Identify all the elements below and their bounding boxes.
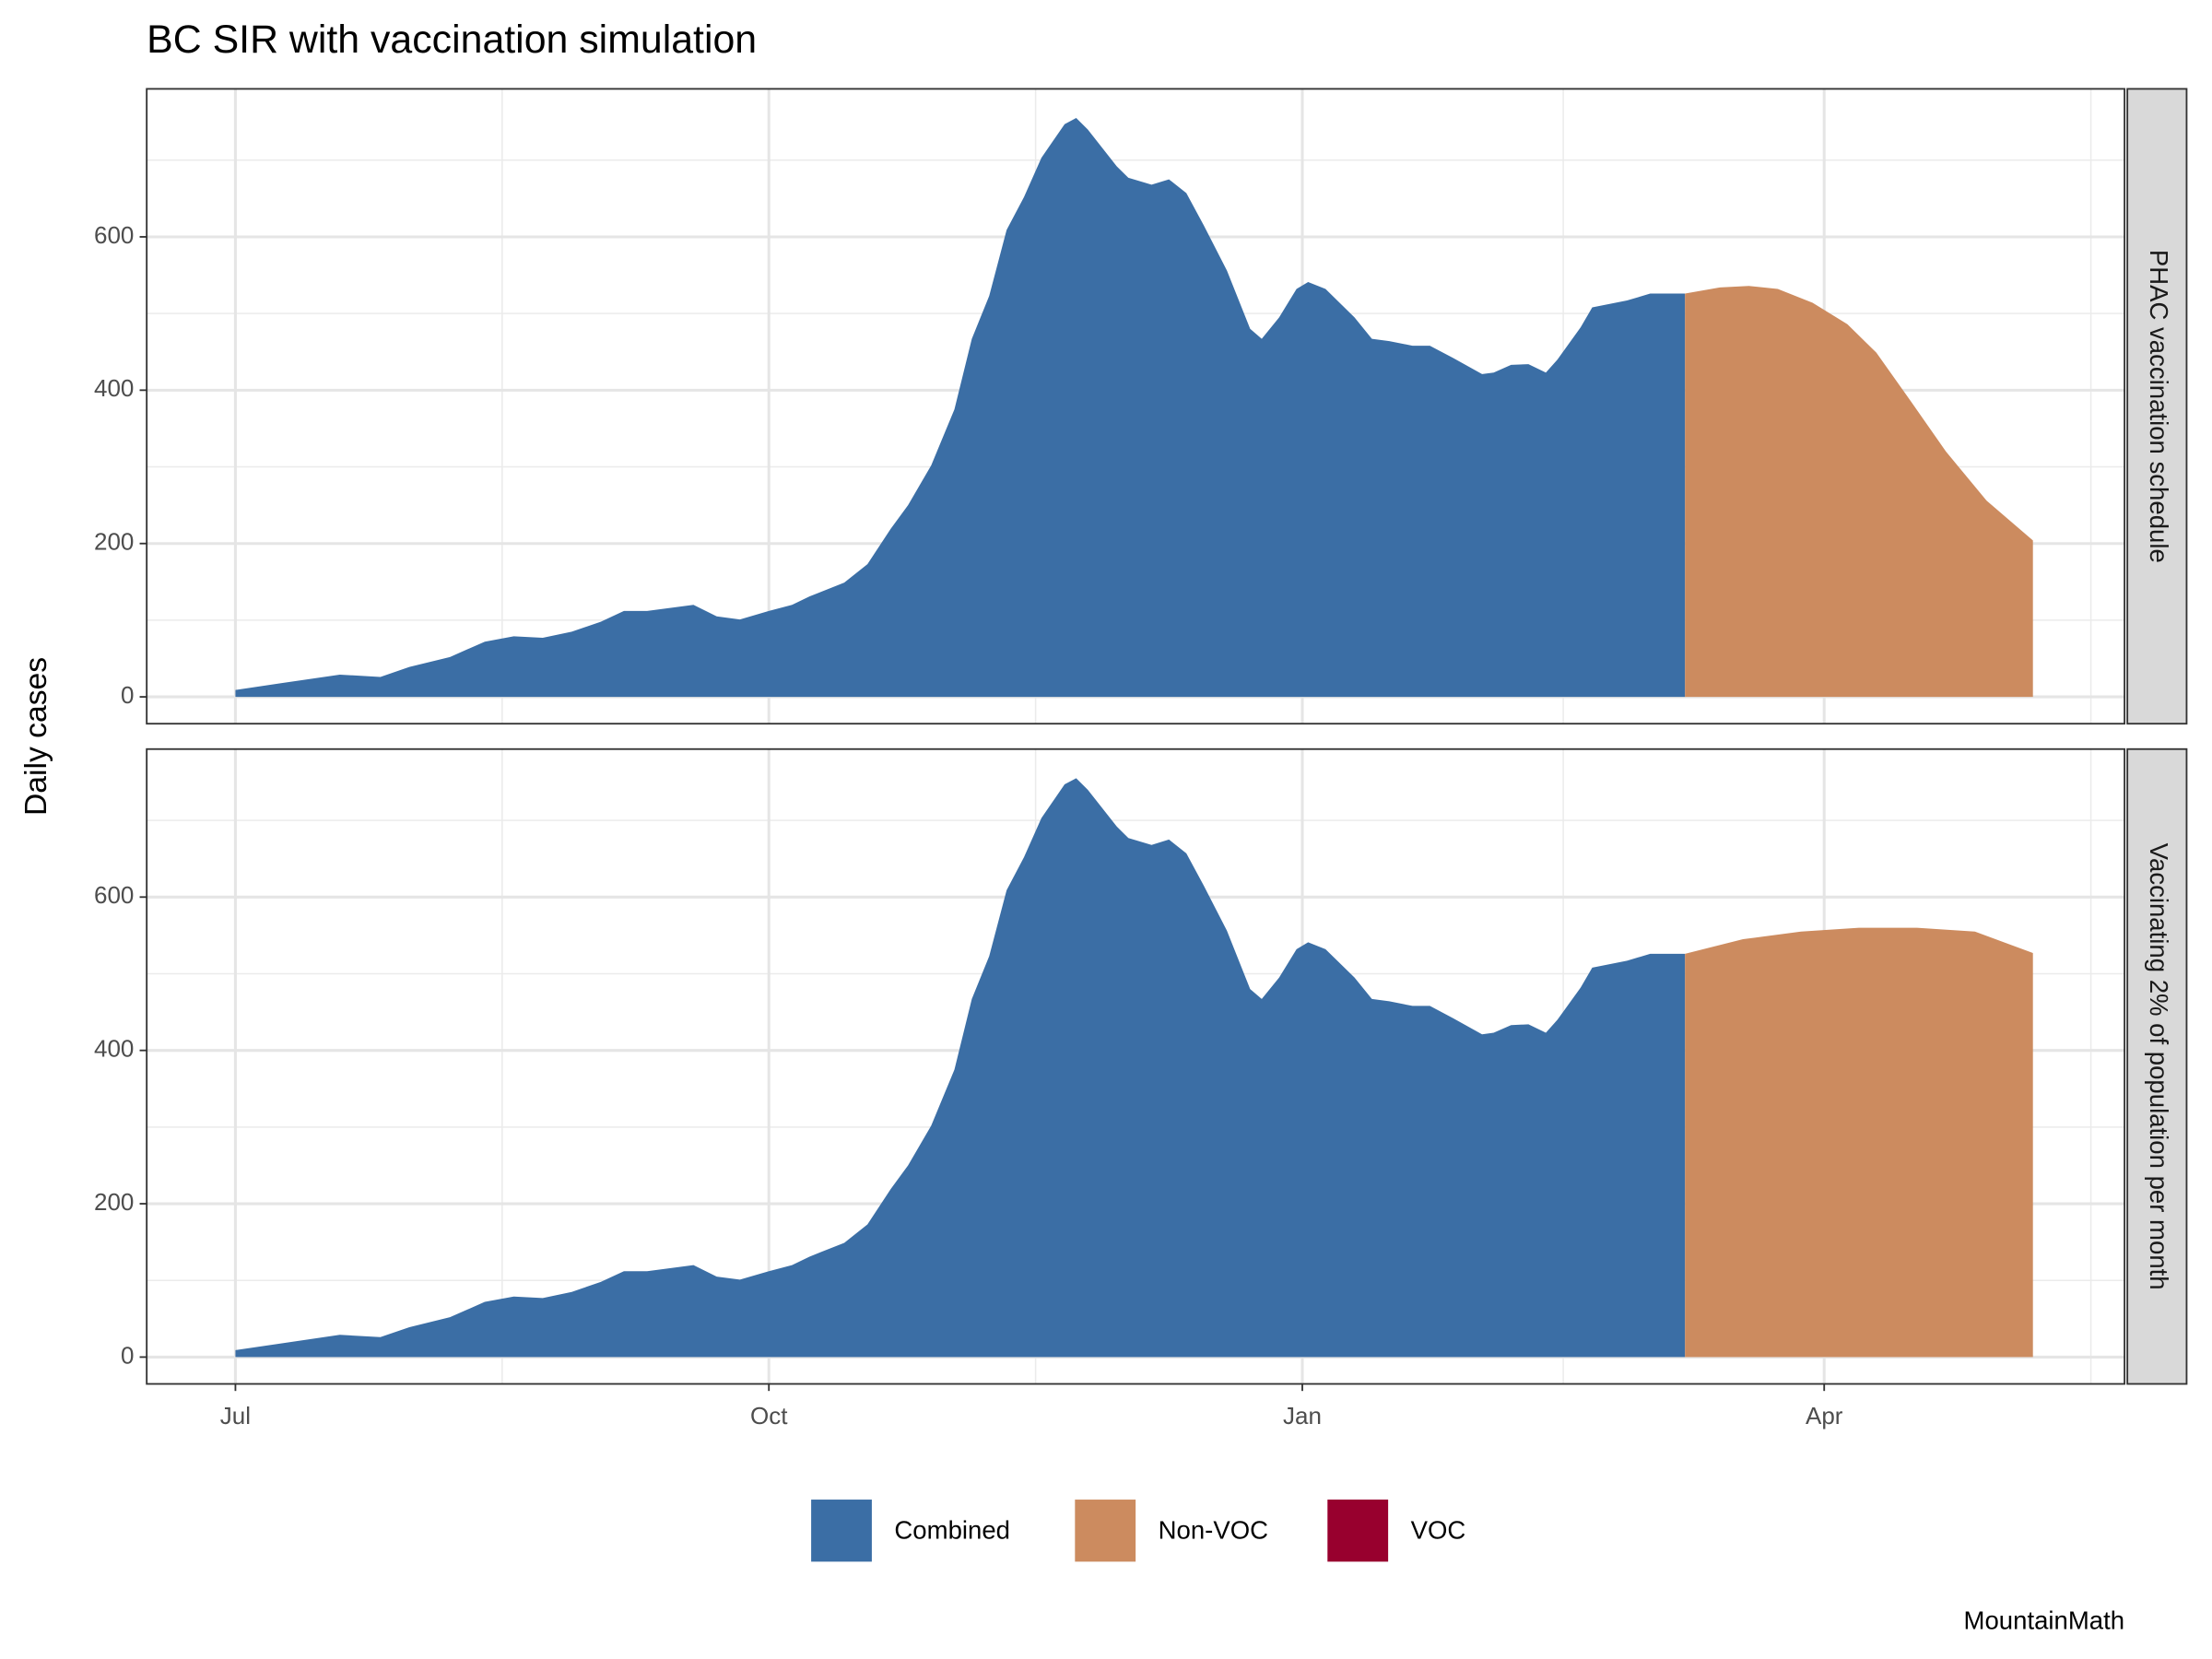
y-tick-label: 400 xyxy=(94,374,134,402)
y-tick-label: 200 xyxy=(94,1188,134,1216)
panel-border xyxy=(146,747,2126,1385)
chart-title: BC SIR with vaccination simulation xyxy=(147,18,757,62)
legend-label: VOC xyxy=(1411,1516,1466,1545)
y-tick-label: 0 xyxy=(121,681,134,709)
y-axis-label: Daily cases xyxy=(19,657,53,816)
strip-background xyxy=(2126,88,2188,725)
area xyxy=(235,118,1686,698)
x-tick-label: Jul xyxy=(220,1402,251,1430)
strip-label: PHAC vaccination schedule xyxy=(2145,250,2173,563)
x-tick-label: Apr xyxy=(1806,1402,1843,1430)
x-tick-label: Jan xyxy=(1283,1402,1322,1430)
x-tick-label: Oct xyxy=(750,1402,788,1430)
legend-key xyxy=(811,1500,872,1562)
area xyxy=(1685,286,2033,698)
area xyxy=(1685,927,2033,1358)
legend-label: Non-VOC xyxy=(1159,1516,1268,1545)
area xyxy=(235,778,1686,1358)
legend-key xyxy=(1075,1500,1136,1562)
strip-label: Vaccinating 2% of population per month xyxy=(2145,843,2173,1290)
caption: MountainMath xyxy=(1964,1606,2125,1634)
y-tick-label: 200 xyxy=(94,528,134,556)
y-tick-label: 600 xyxy=(94,881,134,909)
legend-label: Combined xyxy=(894,1516,1010,1545)
y-tick-label: 600 xyxy=(94,221,134,249)
y-tick-label: 400 xyxy=(94,1035,134,1063)
panel-border xyxy=(146,88,2126,725)
strip-background xyxy=(2126,747,2188,1385)
y-tick-label: 0 xyxy=(121,1341,134,1369)
legend-key xyxy=(1327,1500,1389,1562)
